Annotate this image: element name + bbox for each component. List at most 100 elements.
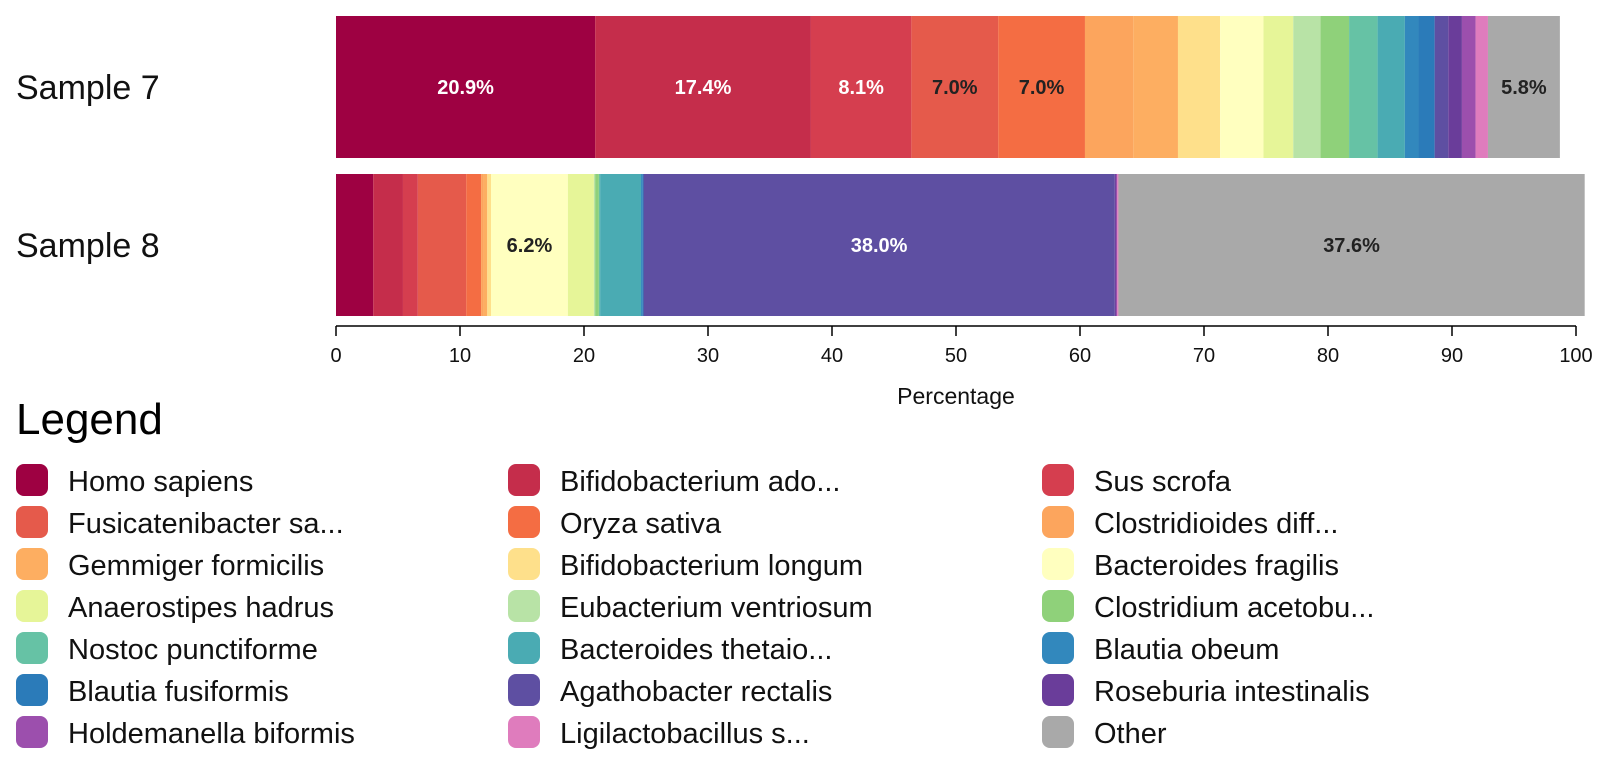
bar-segment [466,174,482,316]
bar-segment [491,174,568,316]
legend-item-label: Bifidobacterium longum [560,550,863,582]
bar-segment [1084,16,1134,158]
legend-swatch [1042,506,1074,538]
bar-segment [1475,16,1488,158]
bar-segment [1114,174,1116,316]
bar-segment [998,16,1085,158]
x-tick-label: 90 [1441,345,1463,367]
legend-item-label: Bacteroides fragilis [1094,550,1339,582]
x-tick-label: 30 [697,345,719,367]
bar-value-label: 37.6% [1323,235,1380,257]
bar-segment [598,174,601,316]
x-tick-label: 60 [1069,345,1091,367]
x-tick-label: 40 [821,345,843,367]
sample-label: Sample 8 [16,227,160,265]
legend-item-label: Roseburia intestinalis [1094,676,1370,708]
bar-value-label: 5.8% [1501,77,1547,99]
legend-item-label: Oryza sativa [560,508,722,540]
bar-segment [1349,16,1378,158]
legend-item-label: Homo sapiens [68,466,253,498]
legend-swatch [508,506,540,538]
legend-swatch [16,548,48,580]
bar-segment [911,16,999,158]
bar-value-label: 17.4% [675,77,732,99]
bar-segment [402,174,418,316]
x-tick-label: 70 [1193,345,1215,367]
bar-segment [1263,16,1294,158]
bar-segment [642,174,644,316]
bar-segment [1133,16,1178,158]
bar-segment [567,174,594,316]
legend: Homo sapiens Bifidobacterium ado... Sus sc… [16,464,1374,750]
x-tick-label: 10 [449,345,471,367]
x-tick-label: 80 [1317,345,1339,367]
bar-segment [1293,16,1321,158]
legend-item-label: Other [1094,718,1167,750]
legend-item-label: Bifidobacterium ado... [560,466,840,498]
bar-segment [810,16,912,158]
bar-segment [643,174,1115,316]
legend-item-label: Gemmiger formicilis [68,550,324,582]
legend-item-label: Holdemanella biformis [68,718,355,750]
legend-swatch [508,674,540,706]
legend-swatch [16,716,48,748]
x-tick-label: 100 [1559,345,1592,367]
legend-swatch [1042,632,1074,664]
legend-swatch [508,632,540,664]
bar-segment [1117,174,1119,316]
legend-swatch [1042,590,1074,622]
bar-segment [1320,16,1350,158]
bar-segment [600,174,642,316]
bar-segment [487,174,491,316]
legend-item-label: Eubacterium ventriosum [560,592,873,624]
bar-segment [481,174,484,316]
x-tick-label: 20 [573,345,595,367]
x-axis: 0 10 20 30 40 50 60 70 80 90 100 [330,325,1593,367]
bar-segment [1177,16,1221,158]
bar-segment [1377,16,1405,158]
bar-segment [1448,16,1462,158]
legend-item-label: Clostridioides diff... [1094,508,1338,540]
sample-label: Sample 7 [16,69,160,107]
bar-value-label: 8.1% [838,77,884,99]
bar-segment [417,174,467,316]
legend-swatch [1042,716,1074,748]
legend-swatch [16,632,48,664]
legend-item-label: Anaerostipes hadrus [68,592,334,624]
legend-swatch [16,464,48,496]
legend-swatch [16,674,48,706]
bar-value-label: 7.0% [932,77,978,99]
bar-segment [1404,16,1419,158]
legend-item-label: Bacteroides thetaio... [560,634,832,666]
legend-swatch [508,716,540,748]
bar-segment [1418,16,1435,158]
bar-segment [595,16,811,158]
bar-segment [336,174,374,316]
bar-segment [1118,174,1585,316]
x-tick-label: 0 [330,345,341,367]
bar-segment [1434,16,1449,158]
bars-layer [336,16,1585,316]
x-axis-title: Percentage [897,383,1015,409]
legend-swatch [1042,548,1074,580]
bar-value-label: 38.0% [851,235,908,257]
bar-value-label: 7.0% [1019,77,1065,99]
bar-segment [1461,16,1476,158]
legend-item-label: Blautia obeum [1094,634,1279,666]
legend-item-label: Fusicatenibacter sa... [68,508,344,540]
legend-title: Legend [16,395,163,444]
legend-swatch [508,548,540,580]
legend-item-label: Nostoc punctiforme [68,634,318,666]
legend-item-label: Clostridium acetobu... [1094,592,1374,624]
bar-segment [1220,16,1264,158]
segment-labels-layer: 20.9% 17.4% 8.1% 7.0% 7.0% 5.8% 6.2% 38.0% 37.6% [437,77,1547,257]
bar-segment [1487,16,1560,158]
bar-value-label: 20.9% [437,77,494,99]
legend-item-label: Ligilactobacillus s... [560,718,810,750]
legend-swatch [508,590,540,622]
bar-value-label: 6.2% [507,235,553,257]
bar-segment [641,174,643,316]
bar-segment [483,174,488,316]
bar-segment [593,174,596,316]
